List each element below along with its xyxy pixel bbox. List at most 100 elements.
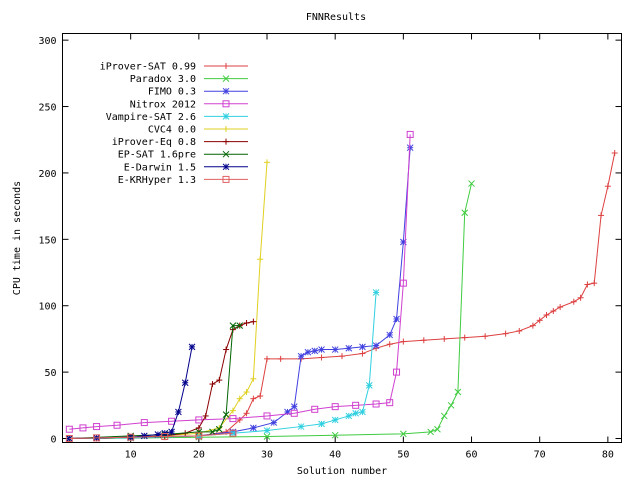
x-tick-label: 70 [534, 450, 546, 461]
data-point [386, 399, 394, 407]
data-point [140, 432, 148, 440]
legend-marker [223, 63, 229, 69]
data-point [406, 144, 414, 152]
series-0 [66, 150, 618, 442]
series-line [69, 147, 411, 440]
data-point [543, 312, 550, 319]
data-point [257, 393, 264, 400]
y-tick-label: 300 [38, 36, 56, 47]
data-point [290, 409, 298, 417]
data-point [264, 355, 271, 362]
data-point [454, 388, 462, 396]
data-point [516, 327, 523, 334]
data-point [236, 322, 244, 329]
data-point [318, 346, 325, 353]
data-point [236, 395, 243, 402]
x-axis: 10 20 30 40 50 60 70 80 [125, 33, 614, 461]
data-point [400, 338, 407, 345]
data-point [529, 322, 536, 329]
x-axis-label: Solution number [297, 466, 387, 477]
data-point [365, 382, 373, 389]
data-point [209, 428, 216, 436]
data-point [181, 379, 189, 387]
data-point [250, 395, 257, 402]
data-point [270, 419, 278, 426]
data-point [468, 180, 475, 187]
data-point [113, 421, 121, 429]
data-point [65, 425, 73, 433]
series-9 [65, 429, 237, 443]
legend-marker [222, 87, 230, 95]
y-tick-label: 250 [38, 103, 56, 114]
y-tick-label: 200 [38, 169, 56, 180]
data-point [297, 423, 305, 430]
data-point [359, 408, 366, 416]
data-point [318, 354, 325, 361]
series-line [69, 346, 193, 440]
data-point [352, 409, 359, 417]
data-point [502, 330, 509, 337]
data-point [65, 435, 73, 443]
x-tick-label: 10 [125, 450, 137, 461]
data-point [434, 425, 441, 433]
legend-label: EP-SAT 1.6pre [118, 150, 196, 161]
data-point [175, 408, 182, 416]
legend-label: Vampire-SAT 2.6 [106, 112, 196, 123]
y-tick-label: 50 [44, 368, 56, 379]
data-point [604, 183, 611, 190]
data-point [277, 355, 284, 362]
series-layer [65, 130, 618, 443]
series-line [69, 183, 473, 440]
x-tick-label: 20 [193, 450, 205, 461]
data-point [406, 130, 414, 138]
data-point [195, 428, 203, 436]
data-point [195, 424, 202, 431]
series-line [69, 321, 254, 440]
data-point [591, 280, 598, 287]
legend-marker [222, 150, 230, 158]
legend-marker [222, 113, 230, 120]
data-point [216, 377, 223, 384]
y-tick-label: 0 [50, 435, 56, 446]
data-point [393, 368, 401, 376]
data-point [297, 352, 305, 360]
data-point [223, 346, 230, 353]
data-point [400, 430, 407, 438]
data-point [263, 433, 271, 440]
data-point [318, 420, 325, 428]
data-point [570, 298, 577, 305]
data-point [140, 419, 148, 427]
data-point [331, 416, 339, 424]
data-point [188, 343, 196, 351]
data-point [598, 212, 605, 219]
data-point [209, 381, 216, 388]
data-point [243, 389, 250, 396]
legend-label: FIMO 0.3 [148, 87, 196, 98]
data-point [243, 319, 250, 326]
legend-marker [222, 100, 230, 108]
data-point [386, 341, 393, 348]
data-point [215, 425, 223, 433]
data-point [229, 429, 237, 437]
data-point [195, 432, 203, 440]
data-point [482, 333, 489, 340]
series-line [69, 162, 268, 440]
legend-label: iProver-SAT 0.99 [100, 62, 196, 73]
data-point [359, 350, 366, 357]
data-point [243, 410, 250, 417]
data-point [79, 424, 87, 432]
data-point [577, 294, 584, 301]
data-point [399, 279, 407, 287]
legend-marker [222, 75, 230, 82]
legend-marker [223, 126, 229, 132]
data-point [386, 331, 394, 339]
data-point [257, 256, 264, 263]
x-tick-label: 60 [466, 450, 478, 461]
data-point [331, 346, 339, 353]
series-line [69, 432, 233, 440]
data-point [461, 209, 469, 217]
data-point [345, 412, 353, 420]
data-point [264, 159, 271, 166]
